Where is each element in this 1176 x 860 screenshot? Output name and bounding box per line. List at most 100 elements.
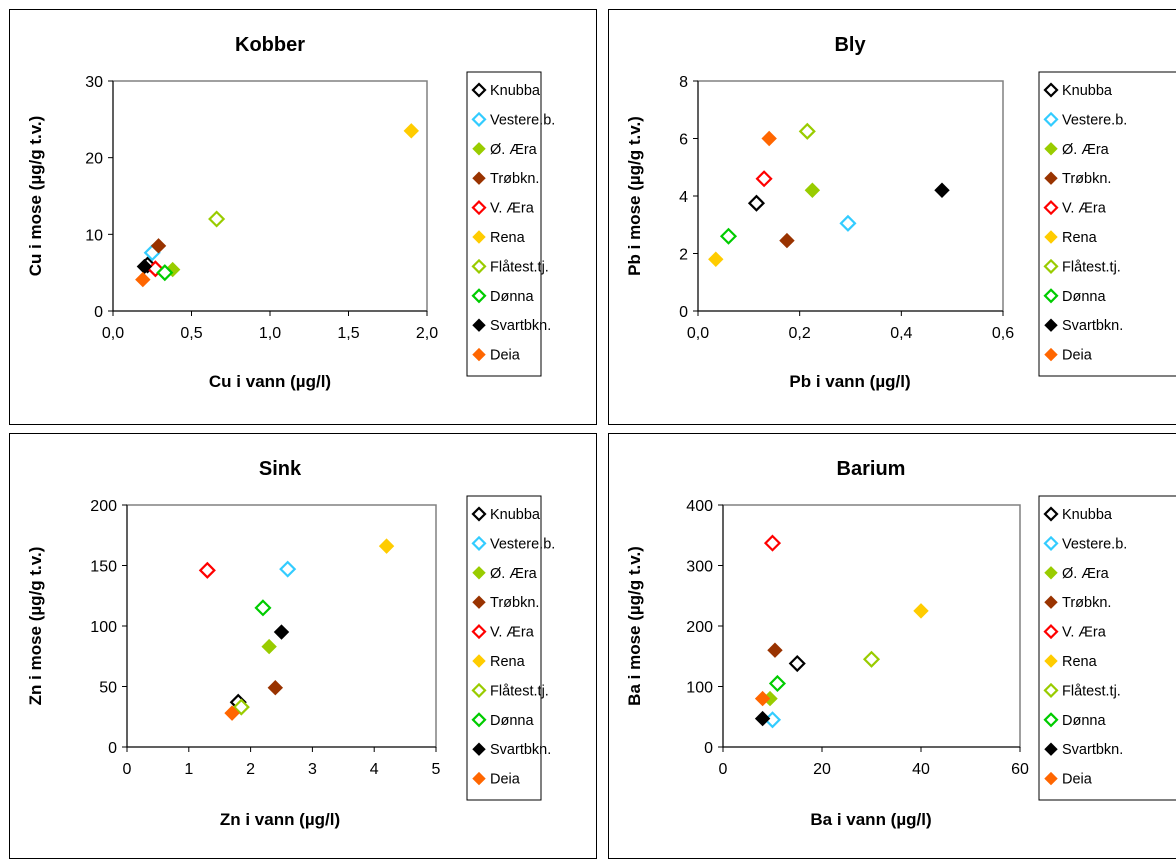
legend-marker bbox=[1044, 347, 1058, 362]
legend-marker bbox=[1044, 318, 1058, 332]
data-point bbox=[779, 232, 795, 249]
legend-marker bbox=[471, 535, 487, 551]
data-point bbox=[150, 238, 167, 254]
legend-marker bbox=[1044, 742, 1058, 756]
legend-label: Svartbkn. bbox=[490, 742, 551, 758]
legend-label: Dønna bbox=[490, 713, 534, 729]
legend-label: Trøbkn. bbox=[490, 171, 539, 187]
data-point bbox=[708, 251, 724, 267]
x-tick-label: 60 bbox=[1011, 761, 1029, 778]
chart-panel-sink: Sink 0 50 100 150 200 0 1 2 3 4 5 Zn i vann (µg/l) Zn… bbox=[9, 433, 597, 859]
data-point bbox=[788, 654, 806, 673]
legend-label: Rena bbox=[490, 654, 526, 670]
data-point bbox=[767, 642, 783, 658]
x-tick-label: 3 bbox=[308, 761, 317, 778]
legend-label: Knubba bbox=[1062, 83, 1113, 99]
chart-title: Sink bbox=[259, 458, 302, 480]
legend-marker bbox=[472, 142, 486, 156]
legend-marker bbox=[1044, 771, 1058, 786]
legend-marker bbox=[1043, 624, 1059, 640]
legend-label: Dønna bbox=[1062, 713, 1106, 729]
chart-panel-kobber: Kobber 0 10 20 30 0,0 0,5 1,0 1,5 2,0 Cu i vann (µ… bbox=[9, 9, 597, 425]
legend-marker bbox=[1043, 82, 1059, 98]
x-tick-label: 20 bbox=[813, 761, 831, 778]
legend-marker bbox=[472, 318, 486, 332]
legend-label: Dønna bbox=[1062, 289, 1106, 305]
chart-title: Kobber bbox=[235, 34, 305, 56]
chart-title: Barium bbox=[837, 458, 906, 480]
legend-label: V. Æra bbox=[490, 625, 535, 641]
legend-marker bbox=[471, 506, 487, 522]
legend-marker bbox=[1043, 111, 1059, 127]
y-axis-label: Pb i mose (µg/g t.v.) bbox=[625, 116, 644, 276]
y-axis-label: Ba i mose (µg/g t.v.) bbox=[625, 546, 644, 706]
x-tick-label: 1,5 bbox=[337, 325, 359, 342]
y-axis-label: Zn i mose (µg/g t.v.) bbox=[26, 547, 45, 706]
data-point bbox=[254, 599, 272, 617]
legend-label: Trøbkn. bbox=[490, 595, 539, 611]
x-tick-label: 2 bbox=[246, 761, 255, 778]
data-point bbox=[747, 194, 766, 212]
y-tick-label: 4 bbox=[679, 189, 688, 206]
x-tick-label: 0,4 bbox=[890, 325, 912, 342]
chart-svg: Bly 0 2 4 6 8 0,0 0,2 0,4 0,6 Pb i vann (µg/l) Pb i… bbox=[625, 34, 1176, 391]
y-tick-label: 50 bbox=[99, 680, 117, 697]
legend-marker bbox=[471, 200, 487, 216]
chart-svg: Sink 0 50 100 150 200 0 1 2 3 4 5 Zn i vann (µg/l) Zn… bbox=[26, 458, 555, 829]
x-tick-label: 4 bbox=[370, 761, 379, 778]
chart-svg: Barium 0 100 200 300 400 0 20 40 60 Ba i vann (µg/… bbox=[625, 458, 1176, 829]
legend-label: V. Æra bbox=[1062, 201, 1107, 217]
x-tick-label: 40 bbox=[912, 761, 930, 778]
legend-label: Ø. Æra bbox=[1062, 142, 1110, 158]
legend-label: Vestere.b. bbox=[1062, 536, 1127, 552]
legend-marker bbox=[471, 712, 487, 728]
legend-box bbox=[1038, 495, 1176, 801]
data-point bbox=[798, 122, 816, 140]
chart-panel-barium: Barium 0 100 200 300 400 0 20 40 60 Ba i vann (µg/… bbox=[608, 433, 1176, 859]
legend-label: Flåtest.tj. bbox=[490, 683, 549, 699]
y-tick-label: 8 bbox=[679, 74, 688, 91]
legend-marker bbox=[472, 654, 486, 668]
x-tick-label: 0,6 bbox=[992, 325, 1014, 342]
legend-label: Rena bbox=[490, 230, 526, 246]
data-point bbox=[232, 698, 250, 716]
legend-marker bbox=[1044, 171, 1058, 185]
data-point bbox=[198, 561, 216, 579]
legend-marker bbox=[1043, 258, 1059, 274]
legend-marker bbox=[471, 624, 487, 640]
legend-marker bbox=[1044, 566, 1058, 580]
y-tick-label: 200 bbox=[686, 619, 713, 636]
data-point bbox=[763, 534, 782, 552]
y-tick-label: 0 bbox=[94, 304, 103, 321]
legend-marker bbox=[472, 566, 486, 580]
chart-svg: Kobber 0 10 20 30 0,0 0,5 1,0 1,5 2,0 Cu i vann (µ… bbox=[26, 34, 555, 391]
data-point bbox=[754, 690, 771, 707]
data-point bbox=[934, 182, 950, 198]
legend-label: V. Æra bbox=[490, 201, 535, 217]
legend-label: Rena bbox=[1062, 230, 1098, 246]
legend-label: Deia bbox=[490, 772, 521, 788]
legend-label: Trøbkn. bbox=[1062, 171, 1111, 187]
y-tick-label: 100 bbox=[686, 680, 713, 697]
legend-label: Vestere.b. bbox=[1062, 112, 1127, 128]
legend-label: Knubba bbox=[1062, 507, 1113, 523]
legend-marker bbox=[472, 595, 486, 609]
data-point bbox=[755, 170, 773, 188]
y-tick-label: 0 bbox=[108, 740, 117, 757]
x-tick-label: 0 bbox=[123, 761, 132, 778]
y-axis-label: Cu i mose (µg/g t.v.) bbox=[26, 116, 45, 277]
chart-title: Bly bbox=[834, 34, 866, 56]
legend-label: Svartbkn. bbox=[490, 318, 551, 334]
x-tick-label: 5 bbox=[432, 761, 441, 778]
x-axis-label: Cu i vann (µg/l) bbox=[209, 372, 331, 391]
x-axis-label: Ba i vann (µg/l) bbox=[810, 810, 931, 829]
y-tick-label: 30 bbox=[85, 74, 103, 91]
legend-marker bbox=[1044, 142, 1058, 156]
legend-label: Deia bbox=[490, 348, 521, 364]
x-tick-label: 0,0 bbox=[687, 325, 709, 342]
legend-marker bbox=[472, 230, 486, 244]
y-tick-label: 400 bbox=[686, 498, 713, 515]
legend-marker bbox=[1044, 595, 1058, 609]
plot-area bbox=[697, 80, 1004, 312]
x-tick-label: 0,5 bbox=[180, 325, 202, 342]
